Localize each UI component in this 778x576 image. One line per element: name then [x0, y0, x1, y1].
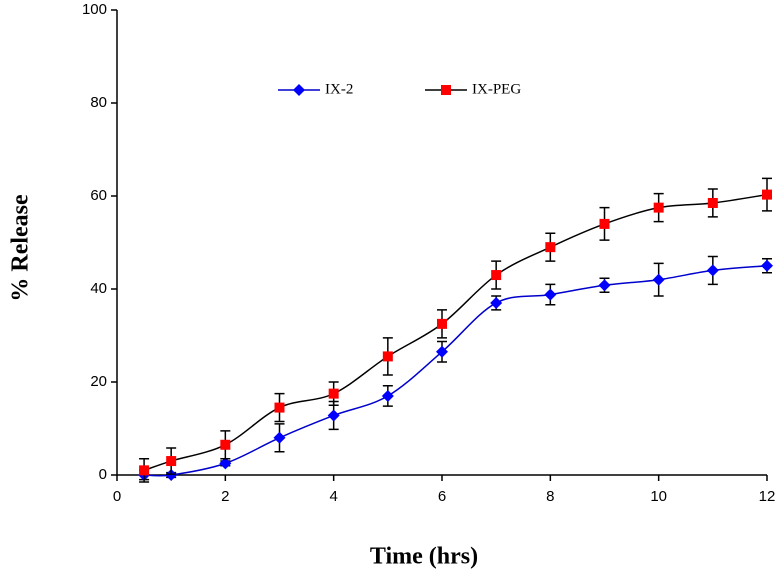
data-point [707, 197, 718, 208]
y-tick-label: 0 [99, 466, 107, 483]
data-point [382, 351, 393, 362]
x-tick-label: 0 [113, 488, 121, 505]
data-point [274, 402, 285, 413]
legend-label: IX-PEG [472, 81, 521, 97]
data-point [328, 388, 339, 399]
data-point [545, 242, 556, 253]
x-tick-label: 8 [546, 488, 554, 505]
x-tick-label: 2 [221, 488, 229, 505]
legend-marker [441, 85, 451, 95]
data-point [166, 456, 177, 467]
data-point [598, 279, 611, 292]
data-point [599, 218, 610, 229]
y-tick-label: 60 [90, 187, 107, 204]
x-tick-label: 10 [650, 488, 667, 505]
data-point [220, 439, 231, 450]
legend-marker [293, 84, 305, 96]
data-point [437, 318, 447, 329]
y-axis-title: % Release [8, 194, 34, 302]
data-point [139, 465, 150, 476]
y-tick-label: 40 [90, 280, 107, 297]
legend-label: IX-2 [325, 81, 353, 97]
data-point [381, 389, 394, 402]
data-point [490, 296, 503, 309]
data-point [762, 189, 772, 200]
x-axis-title: Time (hrs) [370, 544, 478, 570]
x-tick-label: 4 [329, 488, 337, 505]
data-point [165, 469, 178, 481]
data-point [491, 270, 502, 281]
data-point [327, 409, 340, 422]
data-point [653, 202, 664, 213]
series-line [144, 265, 768, 477]
data-point [273, 431, 286, 444]
series-line [143, 193, 768, 472]
data-point [652, 273, 665, 286]
y-tick-label: 20 [90, 373, 107, 390]
data-point [436, 345, 448, 358]
y-tick-label: 80 [90, 94, 107, 111]
data-point [544, 288, 557, 301]
x-tick-label: 6 [438, 488, 446, 505]
data-point [706, 264, 719, 277]
y-tick-label: 100 [82, 1, 107, 18]
data-point [219, 457, 232, 470]
data-point [761, 259, 773, 272]
x-tick-label: 12 [759, 488, 776, 505]
